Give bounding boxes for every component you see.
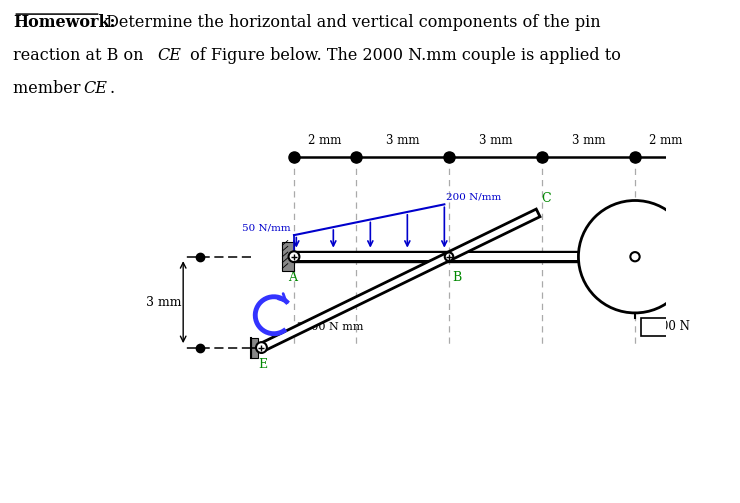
Circle shape <box>445 253 454 261</box>
Bar <box>294 252 662 262</box>
Text: 3 mm: 3 mm <box>572 134 605 146</box>
Text: 3 mm: 3 mm <box>479 134 512 146</box>
Text: D: D <box>643 252 653 265</box>
Circle shape <box>579 201 692 313</box>
Circle shape <box>289 252 300 262</box>
Bar <box>298 253 660 260</box>
Bar <box>283 242 294 271</box>
Text: B: B <box>452 271 461 284</box>
Text: member: member <box>13 80 86 98</box>
Text: Determine the horizontal and vertical components of the pin: Determine the horizontal and vertical co… <box>101 14 600 31</box>
Text: CE: CE <box>83 80 107 98</box>
Text: A: A <box>288 271 297 284</box>
Text: of Figure below. The 2000 N.mm couple is applied to: of Figure below. The 2000 N.mm couple is… <box>185 47 621 64</box>
Text: Homework:: Homework: <box>13 14 116 31</box>
Text: .: . <box>110 80 115 98</box>
Text: 50 N/mm: 50 N/mm <box>242 223 291 232</box>
Text: CE: CE <box>158 47 181 64</box>
Bar <box>641 317 694 336</box>
Text: 2 mm: 2 mm <box>309 134 342 146</box>
Bar <box>251 338 258 358</box>
Text: C: C <box>541 192 551 205</box>
Text: 2000 N mm: 2000 N mm <box>297 322 363 332</box>
Text: 3 mm: 3 mm <box>386 134 420 146</box>
Text: 200 N/mm: 200 N/mm <box>446 192 501 201</box>
Text: 3 mm: 3 mm <box>146 296 181 309</box>
Polygon shape <box>260 209 540 352</box>
Text: 1000 N: 1000 N <box>645 320 690 333</box>
Text: 2 mm: 2 mm <box>649 134 683 146</box>
Circle shape <box>630 252 639 262</box>
Text: reaction at B on: reaction at B on <box>13 47 149 64</box>
Circle shape <box>256 342 267 353</box>
Text: E: E <box>258 358 268 371</box>
